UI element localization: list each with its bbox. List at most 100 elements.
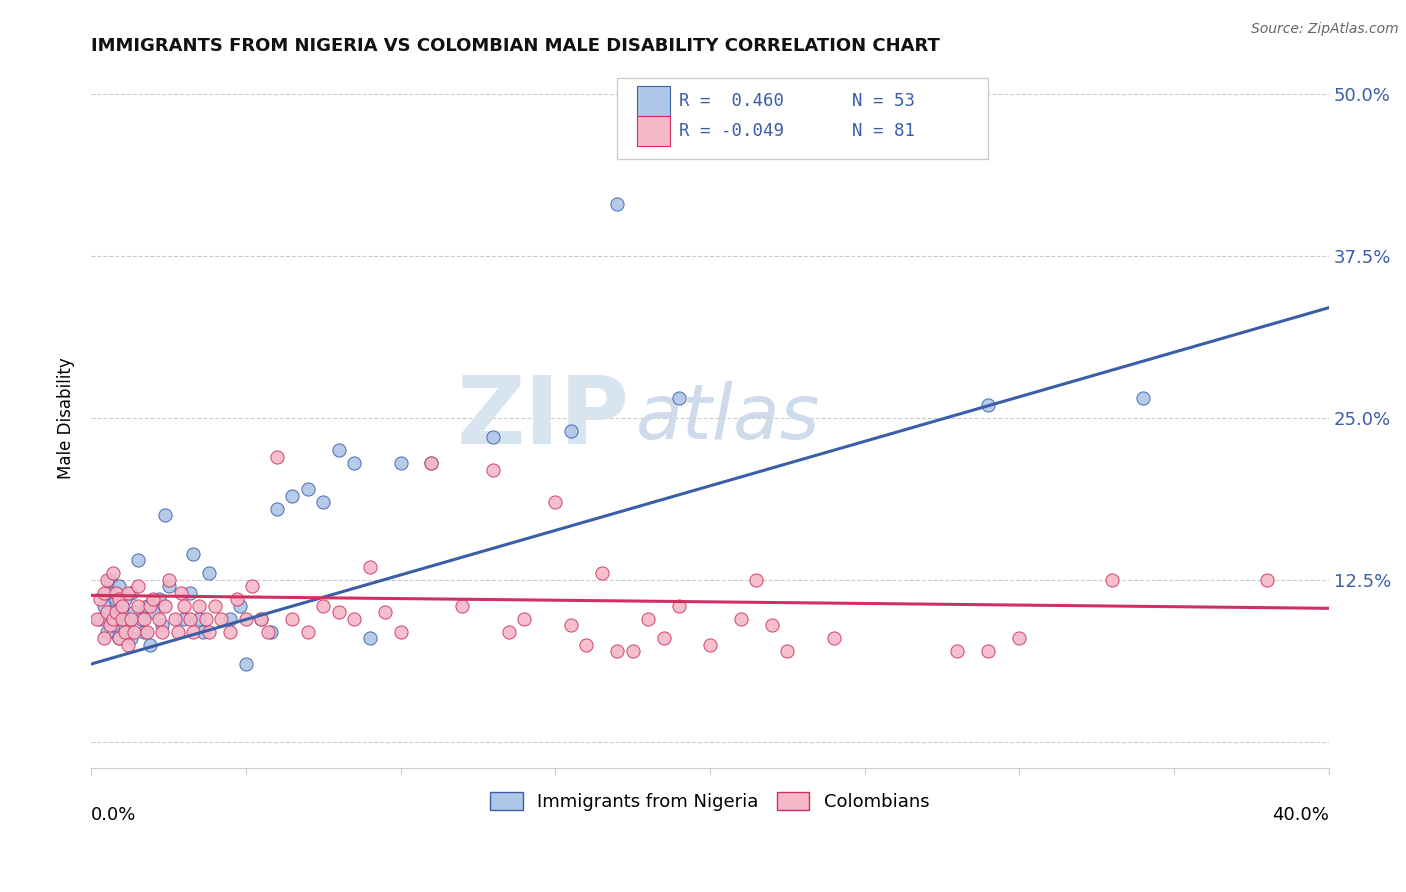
- Point: [228, 599, 250, 613]
- Point: [111, 599, 134, 613]
- Point: [132, 612, 155, 626]
- Point: [124, 605, 146, 619]
- Point: [420, 456, 443, 470]
- Point: [191, 624, 214, 639]
- Point: [668, 392, 690, 406]
- Point: [250, 612, 273, 626]
- Point: [328, 605, 350, 619]
- Point: [127, 599, 149, 613]
- Point: [482, 430, 505, 444]
- Point: [776, 644, 799, 658]
- Point: [120, 631, 142, 645]
- Point: [157, 573, 180, 587]
- Point: [98, 605, 121, 619]
- Text: Source: ZipAtlas.com: Source: ZipAtlas.com: [1251, 22, 1399, 37]
- Point: [117, 586, 139, 600]
- Point: [420, 456, 443, 470]
- Point: [219, 612, 242, 626]
- Point: [142, 592, 165, 607]
- Point: [482, 463, 505, 477]
- Point: [560, 424, 582, 438]
- Point: [173, 599, 195, 613]
- Point: [86, 612, 108, 626]
- Point: [374, 605, 396, 619]
- Point: [560, 618, 582, 632]
- Point: [946, 644, 969, 658]
- Point: [197, 624, 219, 639]
- Point: [312, 599, 335, 613]
- Point: [240, 579, 263, 593]
- Text: N = 53: N = 53: [852, 92, 915, 110]
- Point: [101, 612, 124, 626]
- Point: [132, 624, 155, 639]
- Point: [575, 638, 598, 652]
- Point: [111, 605, 134, 619]
- Point: [188, 612, 211, 626]
- Point: [93, 586, 115, 600]
- Text: ZIP: ZIP: [457, 372, 630, 464]
- Point: [513, 612, 536, 626]
- Point: [104, 612, 127, 626]
- Point: [235, 657, 257, 671]
- Point: [117, 638, 139, 652]
- Point: [745, 573, 768, 587]
- Point: [606, 644, 628, 658]
- Point: [389, 624, 412, 639]
- Point: [93, 631, 115, 645]
- Point: [389, 456, 412, 470]
- Point: [96, 605, 118, 619]
- Point: [127, 579, 149, 593]
- Point: [312, 495, 335, 509]
- Point: [135, 599, 157, 613]
- Point: [111, 612, 134, 626]
- Point: [170, 586, 193, 600]
- Point: [297, 624, 319, 639]
- Point: [297, 482, 319, 496]
- Point: [150, 624, 173, 639]
- Point: [699, 638, 721, 652]
- Point: [188, 599, 211, 613]
- Point: [197, 566, 219, 581]
- Point: [621, 644, 644, 658]
- Point: [104, 586, 127, 600]
- Point: [256, 624, 278, 639]
- Point: [148, 592, 170, 607]
- Point: [544, 495, 567, 509]
- Point: [225, 592, 247, 607]
- Point: [98, 573, 121, 587]
- Point: [181, 624, 204, 639]
- Point: [1256, 573, 1278, 587]
- Point: [114, 592, 136, 607]
- Point: [328, 443, 350, 458]
- Point: [108, 579, 131, 593]
- Point: [101, 566, 124, 581]
- Point: [591, 566, 613, 581]
- Point: [127, 553, 149, 567]
- Point: [129, 612, 152, 626]
- Point: [281, 489, 304, 503]
- Point: [823, 631, 845, 645]
- Point: [181, 547, 204, 561]
- Point: [652, 631, 675, 645]
- Point: [498, 624, 520, 639]
- Point: [761, 618, 783, 632]
- Text: R = -0.049: R = -0.049: [679, 122, 785, 140]
- Point: [157, 579, 180, 593]
- Point: [139, 638, 162, 652]
- Point: [1101, 573, 1123, 587]
- Point: [451, 599, 474, 613]
- Point: [117, 618, 139, 632]
- FancyBboxPatch shape: [637, 116, 671, 145]
- Text: 0.0%: 0.0%: [91, 806, 136, 824]
- Point: [101, 618, 124, 632]
- Point: [108, 631, 131, 645]
- Text: 40.0%: 40.0%: [1272, 806, 1329, 824]
- Text: N = 81: N = 81: [852, 122, 915, 140]
- Point: [259, 624, 281, 639]
- Point: [219, 624, 242, 639]
- Point: [173, 612, 195, 626]
- Point: [194, 612, 217, 626]
- Point: [150, 618, 173, 632]
- Point: [120, 586, 142, 600]
- Point: [179, 586, 201, 600]
